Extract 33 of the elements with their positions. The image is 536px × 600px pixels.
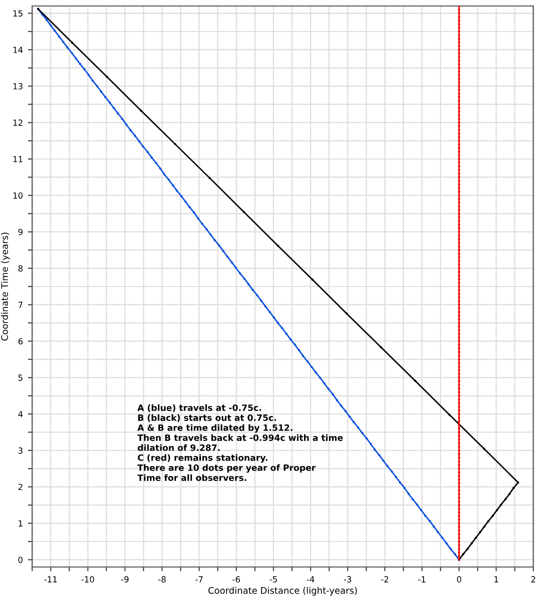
x-tick-label: -11 xyxy=(44,576,57,582)
y-tick-label: 3 xyxy=(18,447,22,454)
y-tick-label: 12 xyxy=(13,120,22,126)
x-tick-label: -3 xyxy=(344,576,352,582)
x-tick-label: -5 xyxy=(270,576,277,582)
x-tick-label: -9 xyxy=(121,576,129,582)
y-tick-label: 10 xyxy=(13,192,23,199)
y-tick-label: 13 xyxy=(13,83,22,90)
x-tick-label: -1 xyxy=(418,576,426,582)
y-tick-label: 15 xyxy=(13,10,22,17)
x-tick-label: 0 xyxy=(456,576,462,582)
x-tick-label: -10 xyxy=(81,576,94,582)
y-tick-label: 4 xyxy=(18,411,23,418)
x-tick-label: -6 xyxy=(232,576,240,582)
y-tick-label: 6 xyxy=(18,338,23,344)
y-tick-label: 1 xyxy=(18,520,22,526)
y-tick-label: 11 xyxy=(13,156,22,162)
x-tick-label: -8 xyxy=(158,576,166,582)
x-axis-title: Coordinate Distance (light-years) xyxy=(208,586,357,596)
y-tick-label: 14 xyxy=(13,46,23,53)
x-tick-label: -7 xyxy=(195,576,203,582)
annotation: A (blue) travels at -0.75c. B (black) starts out at 0.75c. A & B are time dilated by 1.512. Then B travels back at -0.994c with a time dilation of 9.287. C (red) remains stationary. There are 10 dots per year of Proper Time for all observers. xyxy=(137,404,343,481)
x-tick-label: 2 xyxy=(531,576,536,582)
x-tick-label: -2 xyxy=(381,576,388,582)
y-tick-label: 7 xyxy=(18,302,22,308)
x-tick-label: -4 xyxy=(306,576,314,582)
y-tick-label: 2 xyxy=(18,484,22,490)
y-tick-label: 8 xyxy=(18,265,23,272)
y-axis-title: Coordinate Time (years) xyxy=(1,232,10,341)
y-tick-label: 9 xyxy=(18,228,23,236)
y-tick-label: 5 xyxy=(18,374,22,381)
y-tick-label: 0 xyxy=(18,556,23,563)
x-tick-label: 1 xyxy=(494,576,498,582)
